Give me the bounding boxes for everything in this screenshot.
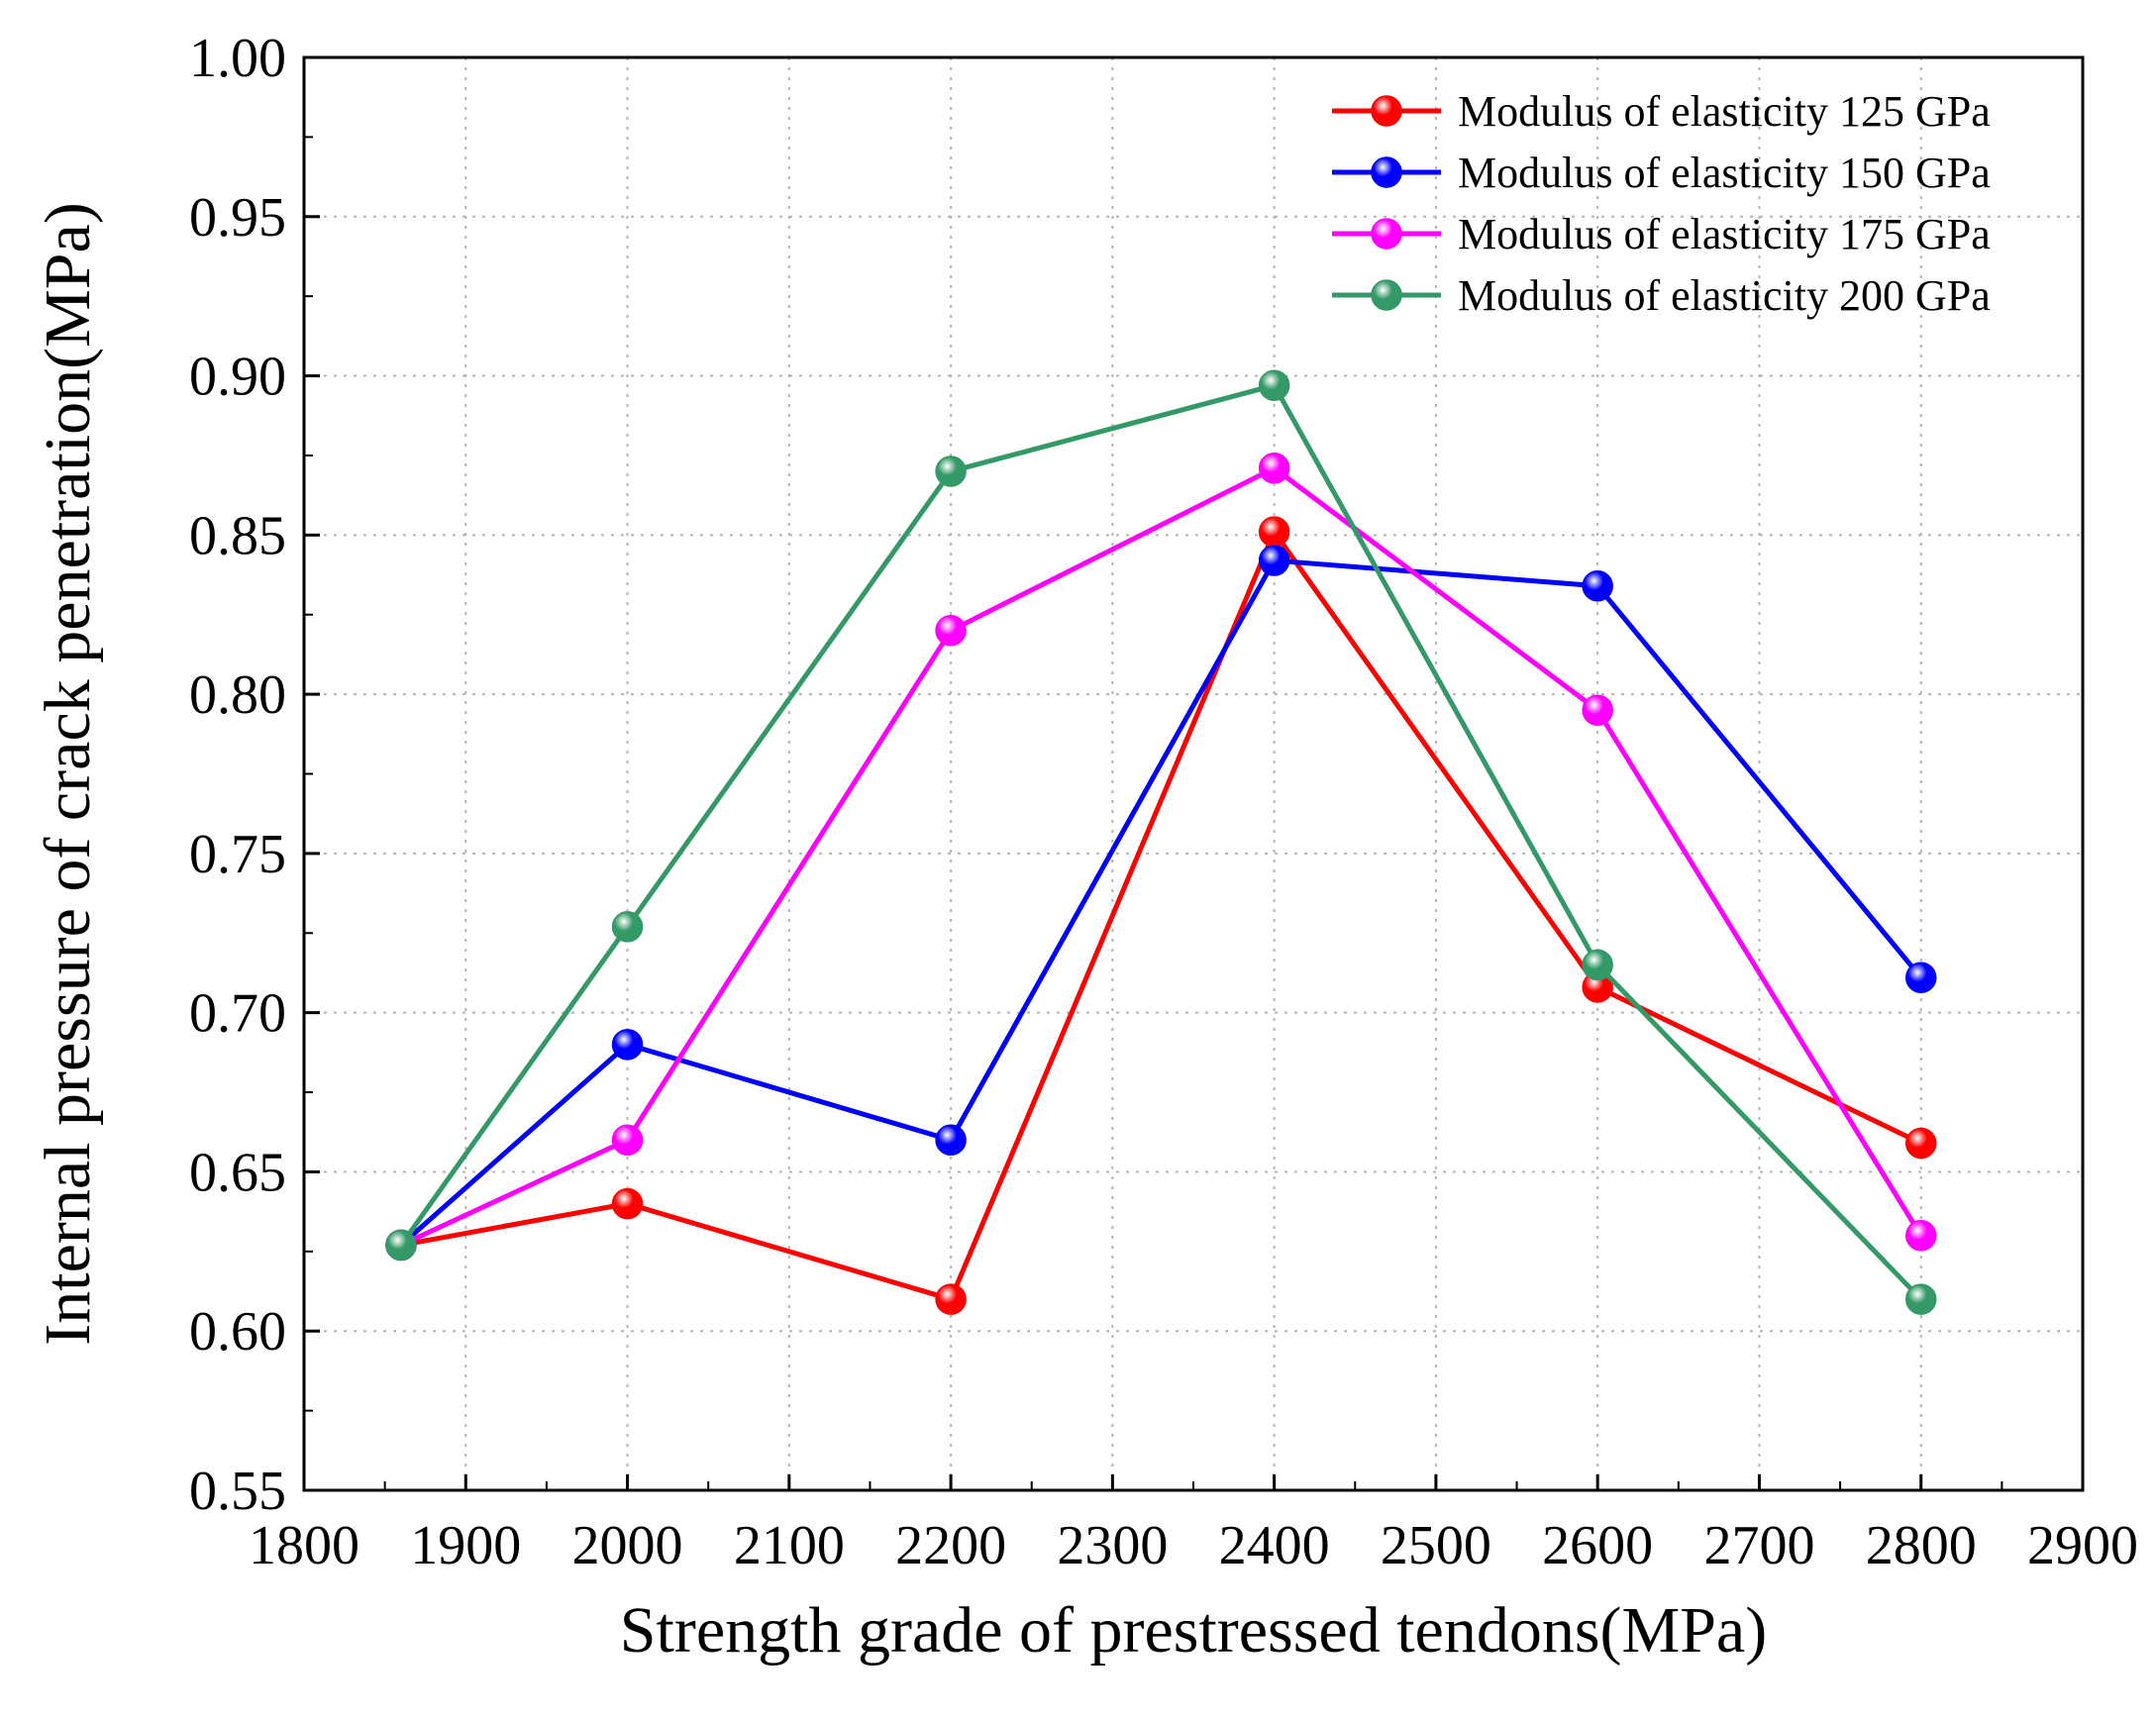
legend-marker	[1371, 95, 1402, 127]
y-tick-label: 0.65	[189, 1142, 286, 1203]
x-tick-label: 2500	[1381, 1515, 1491, 1576]
y-tick-label: 0.95	[189, 187, 286, 249]
x-tick-label: 1800	[249, 1515, 359, 1576]
y-tick-label: 0.85	[189, 505, 286, 566]
ticks-layer: 1800 1900 2000 2100 2200 2300 2400 2500 2600 2700…	[189, 28, 2138, 1576]
data-point	[1258, 369, 1290, 401]
x-tick-label: 2200	[895, 1515, 1006, 1576]
x-tick-label: 1900	[410, 1515, 521, 1576]
data-point	[1582, 949, 1613, 981]
data-point	[935, 1124, 967, 1157]
y-axis-title: Internal pressure of crack penetration(M…	[32, 202, 104, 1345]
data-point	[385, 1229, 417, 1262]
series-line	[398, 382, 1923, 1301]
legend-marker	[1371, 279, 1402, 311]
data-point	[1582, 694, 1613, 726]
series-4	[385, 369, 1937, 1315]
series-line	[399, 465, 1923, 1248]
data-point	[935, 456, 967, 487]
legend-item: Modulus of elasticity 150 GPa	[1332, 149, 1991, 197]
data-point	[1258, 516, 1290, 548]
legend-label: Modulus of elasticity 175 GPa	[1458, 210, 1991, 258]
x-axis-title: Strength grade of prestressed tendons(MP…	[620, 1594, 1767, 1667]
data-point	[1904, 1220, 1937, 1252]
data-point	[935, 1283, 967, 1315]
y-tick-label: 0.60	[189, 1301, 286, 1363]
data-point	[611, 1029, 644, 1061]
x-tick-label: 2800	[1866, 1515, 1977, 1576]
data-point	[1904, 1283, 1937, 1315]
series-3	[385, 453, 1937, 1262]
x-tick-label: 2100	[734, 1515, 845, 1576]
x-tick-label: 2900	[2027, 1515, 2138, 1576]
y-tick-label: 0.75	[189, 824, 286, 885]
data-point	[935, 615, 967, 647]
legend-label: Modulus of elasticity 125 GPa	[1458, 87, 1991, 136]
data-point	[1904, 962, 1937, 994]
y-tick-label: 1.00	[189, 28, 286, 89]
series-line	[399, 557, 1923, 1248]
legend-item: Modulus of elasticity 175 GPa	[1332, 210, 1991, 258]
data-point	[611, 1187, 644, 1220]
y-tick-label: 0.80	[189, 664, 286, 726]
y-tick-label: 0.55	[189, 1461, 286, 1522]
data-point	[1258, 545, 1290, 576]
legend-marker	[1371, 218, 1402, 250]
series-line	[400, 529, 1922, 1302]
data-point	[1904, 1127, 1937, 1160]
legend: Modulus of elasticity 125 GPa Modulus of …	[1332, 87, 1991, 320]
x-tick-label: 2400	[1219, 1515, 1330, 1576]
series-layer	[385, 369, 1937, 1315]
x-tick-label: 2600	[1542, 1515, 1653, 1576]
series-1	[385, 516, 1937, 1315]
x-tick-label: 2700	[1703, 1515, 1814, 1576]
data-point	[1582, 570, 1613, 602]
legend-item: Modulus of elasticity 200 GPa	[1332, 271, 1991, 320]
y-tick-label: 0.90	[189, 347, 286, 408]
data-point	[1258, 453, 1290, 484]
y-tick-label: 0.70	[189, 983, 286, 1045]
data-point	[611, 1124, 644, 1157]
legend-item: Modulus of elasticity 125 GPa	[1332, 87, 1991, 136]
legend-marker	[1371, 156, 1402, 188]
x-tick-label: 2300	[1057, 1515, 1168, 1576]
data-point	[611, 911, 644, 943]
legend-label: Modulus of elasticity 200 GPa	[1458, 271, 1991, 320]
legend-label: Modulus of elasticity 150 GPa	[1458, 149, 1991, 197]
x-tick-label: 2000	[572, 1515, 683, 1576]
